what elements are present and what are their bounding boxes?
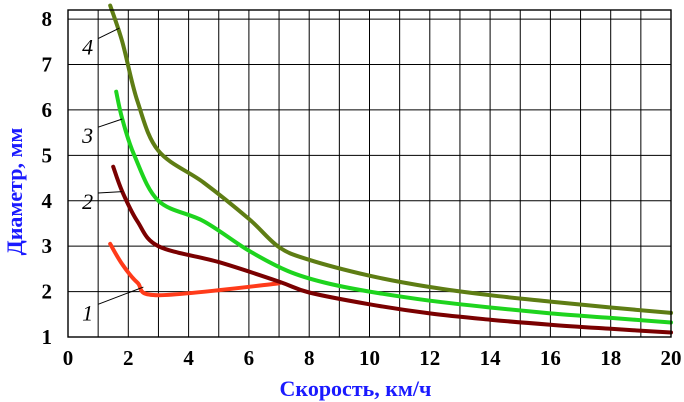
curve-label-3: 3 bbox=[81, 123, 93, 148]
x-tick-label: 10 bbox=[359, 346, 380, 370]
x-axis-title: Скорость, км/ч bbox=[280, 376, 432, 401]
y-tick-label: 8 bbox=[42, 7, 53, 31]
curve-label-1: 1 bbox=[82, 300, 93, 325]
y-tick-label: 5 bbox=[42, 143, 53, 167]
x-tick-label: 16 bbox=[540, 346, 561, 370]
y-tick-label: 1 bbox=[42, 325, 53, 349]
y-axis-title: Диаметр, мм bbox=[2, 128, 27, 256]
series-line-3 bbox=[114, 89, 673, 325]
series-line-4 bbox=[108, 3, 673, 315]
x-tick-label: 20 bbox=[661, 346, 682, 370]
series-line-1 bbox=[108, 241, 281, 298]
y-tick-label: 6 bbox=[42, 98, 53, 122]
series-line-2 bbox=[111, 164, 673, 335]
y-tick-label: 4 bbox=[42, 189, 53, 213]
y-tick-label: 2 bbox=[42, 280, 53, 304]
y-tick-label: 7 bbox=[42, 53, 53, 77]
curve-label-2: 2 bbox=[82, 189, 93, 214]
x-tick-label: 4 bbox=[183, 346, 194, 370]
y-tick-label: 3 bbox=[42, 234, 53, 258]
plot-frame bbox=[67, 9, 672, 338]
curve-leader-line bbox=[97, 118, 123, 128]
curve-leader-line bbox=[97, 286, 144, 305]
curve-leader-line bbox=[97, 27, 120, 40]
x-tick-label: 14 bbox=[480, 346, 502, 370]
x-tick-label: 2 bbox=[123, 346, 134, 370]
curve-labels: 1 2 3 4 bbox=[81, 27, 144, 325]
curve-label-4: 4 bbox=[82, 35, 93, 60]
series-layer bbox=[108, 3, 673, 335]
x-tick-label: 12 bbox=[419, 346, 440, 370]
x-tick-label: 18 bbox=[600, 346, 621, 370]
x-tick-label: 0 bbox=[63, 346, 74, 370]
curve-leader-line bbox=[98, 191, 123, 194]
grid bbox=[68, 10, 671, 337]
x-tick-label: 8 bbox=[304, 346, 315, 370]
x-tick-label: 6 bbox=[244, 346, 255, 370]
